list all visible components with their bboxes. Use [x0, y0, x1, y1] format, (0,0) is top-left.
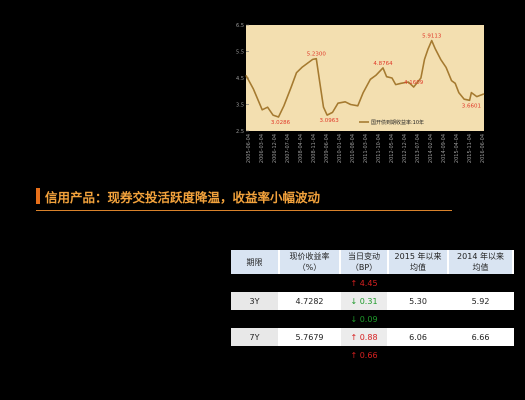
term-cell: 3Y [231, 292, 280, 310]
header-term: 期限 [231, 250, 280, 274]
x-tick-label: 2008-11-04 [311, 134, 317, 163]
data-annotation: 4.1609 [404, 80, 424, 86]
x-tick-label: 2011-03-04 [363, 134, 369, 163]
table-row: 7Y 5.7679 ↑ 0.88 6.06 6.66 [231, 328, 514, 346]
x-tick-label: 2012-12-04 [402, 134, 408, 163]
data-annotation: 4.8764 [373, 61, 393, 67]
gap-change-cell: ↑ 0.66 [340, 346, 388, 364]
x-tick-label: 2006-03-04 [259, 134, 265, 163]
legend-label: 国开债到期收益率:10年 [371, 119, 424, 126]
section-title: 信用产品：现券交投活跃度降温，收益率小幅波动 [45, 190, 321, 205]
gap-change-value: 0.09 [359, 314, 378, 324]
x-tick-label: 2016-06-04 [480, 134, 486, 163]
gap-row: ↑ 0.66 [231, 346, 513, 364]
y-tick-label: 4.5 [236, 76, 244, 82]
y-tick-label: 2.5 [236, 129, 244, 135]
title-divider [36, 210, 452, 211]
gap-change-value: 0.66 [359, 350, 378, 360]
data-annotation: 3.0963 [320, 118, 340, 124]
x-tick-label: 2014-02-04 [428, 134, 434, 163]
change-cell: ↑ 0.88 [340, 328, 389, 346]
mean-2014-cell: 6.66 [448, 328, 514, 346]
header-mean-2015: 2015 年以来 均值 [388, 250, 449, 274]
gap-change-value: 4.45 [359, 278, 378, 288]
mean-2015-cell: 5.30 [388, 292, 449, 310]
data-annotation: 5.9113 [422, 34, 442, 40]
x-tick-label: 2008-04-04 [298, 134, 304, 163]
y-tick-label: 6.5 [236, 23, 244, 29]
plot-area [246, 25, 484, 131]
x-tick-label: 2011-10-04 [376, 134, 382, 163]
mean-2014-cell: 5.92 [448, 292, 514, 310]
gap-row: ↓ 0.09 [231, 310, 513, 328]
down-arrow-icon: ↓ [350, 314, 358, 324]
term-cell: 7Y [231, 328, 280, 346]
x-tick-label: 2010-01-04 [337, 134, 343, 163]
yield-chart: 6.5 5.5 4.5 3.5 2.5 2005-06-04 2006-03-04 2006-… [232, 21, 489, 201]
data-annotation: 3.0286 [271, 120, 291, 126]
change-value: 0.88 [359, 332, 378, 342]
x-tick-label: 2012-05-04 [389, 134, 395, 163]
y-tick-label: 3.5 [236, 103, 244, 109]
x-tick-label: 2013-07-04 [415, 134, 421, 163]
x-tick-label: 2015-11-04 [467, 134, 473, 163]
table-header-row: 期限 现价收益率 （%） 当日变动 （BP） 2015 年以来 均值 2014 … [231, 250, 514, 274]
x-tick-label: 2006-12-04 [272, 134, 278, 163]
header-yield: 现价收益率 （%） [279, 250, 341, 274]
x-tick-label: 2014-09-04 [441, 134, 447, 163]
x-tick-label: 2015-04-04 [454, 134, 460, 163]
y-tick-label: 5.5 [236, 50, 244, 56]
x-tick-label: 2010-08-04 [350, 134, 356, 163]
gap-row: ↑ 4.45 [231, 274, 513, 292]
x-tick-label: 2009-06-04 [324, 134, 330, 163]
data-annotation: 3.6601 [462, 103, 481, 109]
down-arrow-icon: ↓ [350, 296, 358, 306]
change-value: 0.31 [359, 296, 378, 306]
title-accent-bar [36, 188, 40, 204]
yield-cell: 5.7679 [279, 328, 341, 346]
x-tick-label: 2007-07-04 [285, 134, 291, 163]
change-cell: ↓ 0.31 [340, 292, 389, 310]
up-arrow-icon: ↑ [350, 332, 358, 342]
yield-series-line [245, 39, 485, 118]
mean-2015-cell: 6.06 [388, 328, 449, 346]
data-annotation: 5.2300 [307, 52, 327, 58]
table-row: 3Y 4.7282 ↓ 0.31 5.30 5.92 [231, 292, 514, 310]
gap-change-cell: ↓ 0.09 [340, 310, 388, 328]
up-arrow-icon: ↑ [350, 278, 358, 288]
gap-change-cell: ↑ 4.45 [340, 274, 388, 292]
credit-yield-table: 期限 现价收益率 （%） 当日变动 （BP） 2015 年以来 均值 2014 … [231, 250, 514, 364]
yield-cell: 4.7282 [279, 292, 341, 310]
x-tick-label: 2005-06-04 [246, 134, 252, 163]
header-mean-2014: 2014 年以来 均值 [448, 250, 514, 274]
up-arrow-icon: ↑ [350, 350, 358, 360]
section-header: 信用产品：现券交投活跃度降温，收益率小幅波动 [36, 186, 452, 212]
header-change: 当日变动 （BP） [340, 250, 389, 274]
